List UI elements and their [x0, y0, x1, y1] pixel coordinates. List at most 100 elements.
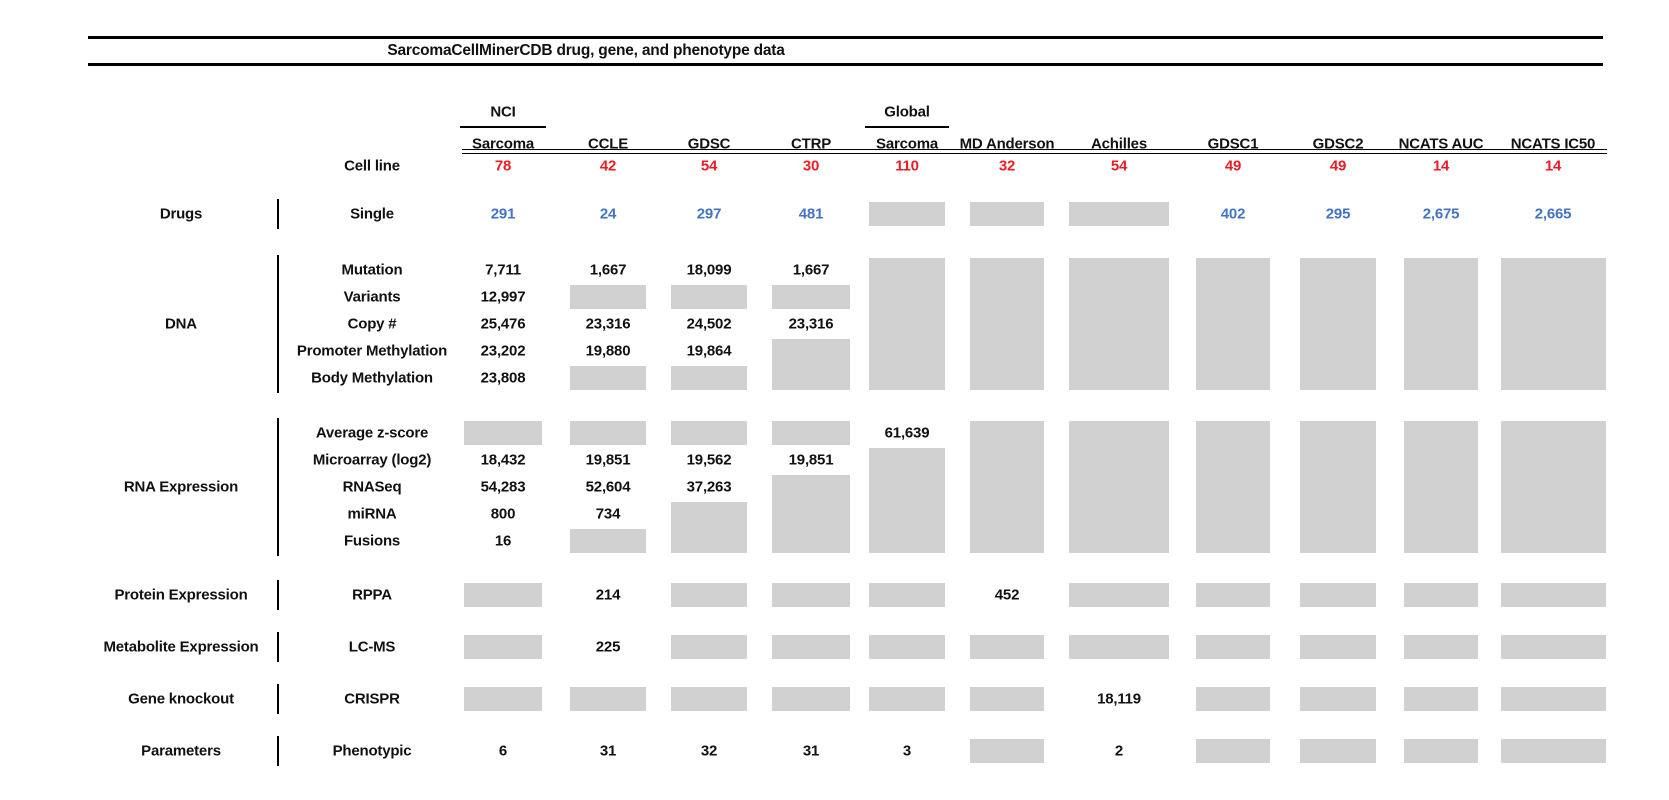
cell-rnaseq-nci-sarcoma: 54,283 [480, 478, 526, 496]
nodata-box-crispr-gdsc2 [1300, 687, 1376, 711]
row-label-fusions: Fusions [343, 532, 401, 550]
cell-mutation-nci-sarcoma: 7,711 [485, 261, 521, 279]
nodata-box-lc-ms-nci-sarcoma [464, 635, 542, 659]
nodata-box-mutation-ncats-auc [1404, 258, 1478, 390]
row-label-mirna: miRNA [347, 505, 397, 523]
cell-single-ccle: 24 [599, 205, 617, 223]
nodata-box-mutation-md-anderson [970, 258, 1044, 390]
group-label-rna-expression: RNA Expression [123, 478, 239, 496]
nodata-box-lc-ms-ctrp [772, 635, 850, 659]
cell-phenotypic-achilles: 2 [1114, 742, 1124, 760]
row-label-crispr: CRISPR [344, 690, 400, 708]
header-double-rule [462, 149, 1607, 154]
cell-cell-line-gdsc1: 49 [1224, 157, 1242, 175]
nodata-box-phenotypic-gdsc2 [1300, 739, 1376, 763]
nodata-box-phenotypic-md-anderson [970, 739, 1044, 763]
nodata-box-lc-ms-gdsc1 [1196, 635, 1270, 659]
nodata-box-phenotypic-ncats-auc [1404, 739, 1478, 763]
cell-single-nci-sarcoma: 291 [490, 205, 516, 223]
column-header-ccle: CCLE [587, 135, 629, 153]
nodata-box-rppa-ncats-auc [1404, 583, 1478, 607]
nodata-box-body-methylation-ccle [570, 366, 646, 390]
nodata-box-lc-ms-gdsc [671, 635, 747, 659]
nodata-box-lc-ms-global-sarcoma [869, 635, 945, 659]
column-header-gdsc: GDSC [687, 135, 731, 153]
cell-cell-line-ncats-ic50: 14 [1544, 157, 1562, 175]
cell-microarray-nci-sarcoma: 18,432 [480, 451, 526, 469]
nodata-box-mutation-ncats-ic50 [1500, 258, 1606, 390]
nodata-box-crispr-ctrp [772, 687, 850, 711]
column-header-global-sarcoma: Sarcoma [876, 135, 938, 153]
nodata-box-crispr-gdsc1 [1196, 687, 1270, 711]
nodata-box-crispr-global-sarcoma [869, 687, 945, 711]
nodata-box-crispr-ncats-auc [1404, 687, 1478, 711]
column-header-gdsc2: GDSC2 [1312, 135, 1364, 153]
column-header-achilles: Achilles [1091, 135, 1147, 153]
title-rule-top [88, 36, 1603, 39]
nodata-box-lc-ms-achilles [1069, 635, 1169, 659]
nodata-box-average-z-score-gdsc1 [1196, 421, 1270, 553]
cell-cell-line-global-sarcoma: 110 [895, 157, 919, 175]
cell-phenotypic-gdsc: 32 [700, 742, 718, 760]
nodata-box-average-z-score-ctrp [772, 421, 850, 445]
cell-lc-ms-ccle: 225 [595, 638, 621, 656]
column-header-gdsc1: GDSC1 [1207, 135, 1259, 153]
row-label-rnaseq: RNASeq [342, 478, 402, 496]
cell-mirna-ccle: 734 [595, 505, 621, 523]
row-label-phenotypic: Phenotypic [332, 742, 412, 760]
group-divider-5 [277, 684, 279, 714]
cell-rppa-ccle: 214 [595, 586, 621, 604]
group-divider-6 [277, 736, 279, 766]
nodata-box-crispr-gdsc [671, 687, 747, 711]
column-header-top-nci-sarcoma: NCI [490, 103, 516, 121]
nodata-box-crispr-ccle [570, 687, 646, 711]
nodata-box-average-z-score-nci-sarcoma [464, 421, 542, 445]
cell-single-gdsc: 297 [696, 205, 722, 223]
row-label-rppa: RPPA [352, 586, 392, 604]
column-header-ncats-auc: NCATS AUC [1398, 135, 1484, 153]
row-label-microarray: Microarray (log2) [312, 451, 432, 469]
nodata-box-average-z-score-achilles [1069, 421, 1169, 553]
row-label-body-methylation: Body Methylation [311, 369, 433, 387]
nodata-box-crispr-md-anderson [970, 687, 1044, 711]
nodata-box-phenotypic-ncats-ic50 [1500, 739, 1606, 763]
column-header-md-anderson: MD Anderson [959, 135, 1055, 153]
cell-cell-line-ccle: 42 [599, 157, 617, 175]
row-label-lc-ms: LC-MS [348, 638, 396, 656]
cell-cell-line-achilles: 54 [1110, 157, 1128, 175]
cell-mutation-ctrp: 1,667 [792, 261, 830, 279]
cell-rnaseq-gdsc: 37,263 [686, 478, 732, 496]
cell-copy-number-gdsc: 24,502 [686, 315, 732, 333]
title-rule-bottom [88, 63, 1603, 66]
nodata-box-lc-ms-ncats-ic50 [1500, 635, 1606, 659]
group-label-parameters: Parameters [141, 742, 221, 760]
nodata-box-rppa-gdsc1 [1196, 583, 1270, 607]
nodata-box-lc-ms-md-anderson [970, 635, 1044, 659]
cell-promoter-methylation-nci-sarcoma: 23,202 [480, 342, 526, 360]
cell-variants-nci-sarcoma: 12,997 [480, 288, 526, 306]
column-header-top-global-sarcoma: Global [884, 103, 930, 121]
cell-body-methylation-nci-sarcoma: 23,808 [480, 369, 526, 387]
nodata-box-single-achilles [1069, 202, 1169, 226]
cell-cell-line-gdsc2: 49 [1329, 157, 1347, 175]
nodata-box-average-z-score-gdsc2 [1300, 421, 1376, 553]
group-divider-0 [277, 199, 279, 229]
nodata-box-lc-ms-ncats-auc [1404, 635, 1478, 659]
cell-cell-line-nci-sarcoma: 78 [494, 157, 512, 175]
cell-copy-number-ctrp: 23,316 [788, 315, 834, 333]
nodata-box-variants-ctrp [772, 285, 850, 309]
cell-mirna-nci-sarcoma: 800 [490, 505, 516, 523]
cell-phenotypic-ccle: 31 [599, 742, 617, 760]
nodata-box-variants-ccle [570, 285, 646, 309]
nodata-box-variants-gdsc [671, 285, 747, 309]
column-header-underline-nci-sarcoma [460, 126, 546, 128]
cell-single-ncats-auc: 2,675 [1422, 205, 1460, 223]
group-divider-4 [277, 632, 279, 662]
cell-phenotypic-ctrp: 31 [802, 742, 820, 760]
nodata-box-lc-ms-gdsc2 [1300, 635, 1376, 659]
row-label-average-z-score: Average z-score [315, 424, 429, 442]
cell-mutation-ccle: 1,667 [589, 261, 627, 279]
nodata-box-rppa-nci-sarcoma [464, 583, 542, 607]
